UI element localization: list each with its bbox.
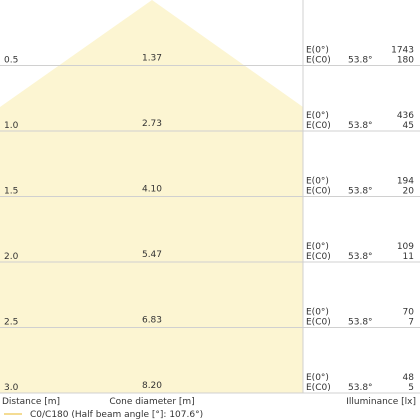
cone-diameter: 6.83 — [142, 316, 162, 326]
half-angle: 53.8° — [348, 252, 373, 262]
e0-value: 109 — [397, 242, 414, 252]
half-angle: 53.8° — [348, 121, 373, 131]
half-angle: 53.8° — [348, 56, 373, 66]
ec0-label: E(C0) — [306, 383, 331, 393]
distance: 0.5 — [4, 56, 18, 66]
ec0-label: E(C0) — [306, 252, 331, 262]
ec0-value: 7 — [408, 318, 414, 328]
cone-diameter: 4.10 — [142, 185, 162, 195]
cone-diameter: 2.73 — [142, 119, 162, 129]
ec0-value: 20 — [403, 187, 415, 197]
distance: 1.0 — [4, 121, 19, 131]
e0-value: 1743 — [391, 46, 414, 56]
e0-label: E(0°) — [306, 177, 329, 187]
distance: 3.0 — [4, 383, 19, 393]
distance: 1.5 — [4, 187, 18, 197]
distance: 2.5 — [4, 318, 18, 328]
diameter-label: Cone diameter [m] — [109, 397, 194, 407]
e0-value: 48 — [403, 373, 415, 383]
ec0-label: E(C0) — [306, 187, 331, 197]
cone-diameter: 5.47 — [142, 250, 162, 260]
illuminance-label: Illuminance [lx] — [346, 397, 416, 407]
e0-label: E(0°) — [306, 373, 329, 383]
ec0-label: E(C0) — [306, 318, 331, 328]
ec0-value: 5 — [408, 383, 414, 393]
e0-value: 194 — [397, 177, 414, 187]
half-angle: 53.8° — [348, 318, 373, 328]
distance: 2.0 — [4, 252, 19, 262]
ec0-value: 45 — [403, 121, 414, 131]
e0-label: E(0°) — [306, 111, 329, 121]
cone-diameter: 1.37 — [142, 54, 162, 64]
e0-label: E(0°) — [306, 46, 329, 56]
half-angle: 53.8° — [348, 383, 373, 393]
e0-label: E(0°) — [306, 308, 329, 318]
e0-value: 70 — [403, 308, 415, 318]
legend-label: C0/C180 (Half beam angle [°]: 107.6°) — [30, 410, 203, 420]
ec0-label: E(C0) — [306, 121, 331, 131]
ec0-label: E(C0) — [306, 56, 331, 66]
cone-diameter: 8.20 — [142, 381, 162, 391]
ec0-value: 11 — [403, 252, 414, 262]
e0-value: 436 — [397, 111, 414, 121]
distance-label: Distance [m] — [2, 397, 60, 407]
ec0-value: 180 — [397, 56, 414, 66]
half-angle: 53.8° — [348, 187, 373, 197]
e0-label: E(0°) — [306, 242, 329, 252]
